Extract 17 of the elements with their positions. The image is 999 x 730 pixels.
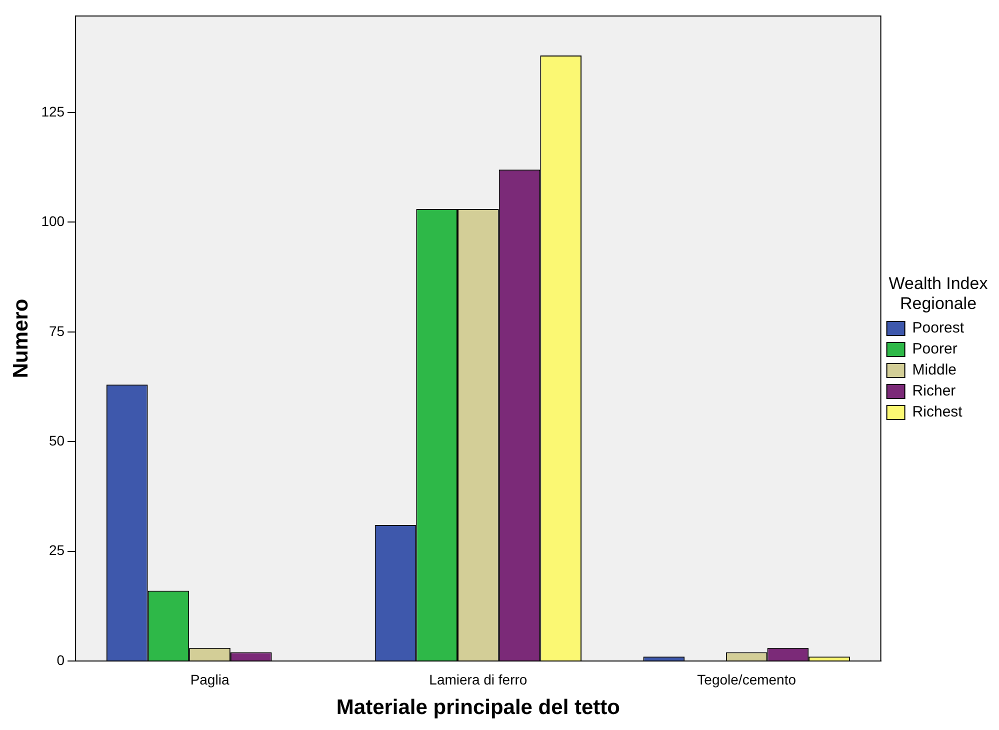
legend-label: Poorer <box>912 340 958 358</box>
y-tick-label: 100 <box>41 213 65 230</box>
legend-title: Wealth Index Regionale <box>888 274 988 314</box>
y-tick-label: 0 <box>56 652 65 668</box>
x-tick-label: Tegole/cemento <box>697 671 796 688</box>
x-tick-label: Paglia <box>190 671 230 688</box>
y-axis-title: Numero <box>9 298 32 378</box>
y-tick-label: 75 <box>48 322 65 339</box>
legend-label: Poorest <box>912 320 965 337</box>
x-axis-title: Materiale principale del tetto <box>336 696 620 720</box>
legend-label: Middle <box>912 362 956 379</box>
y-tick-label: 25 <box>48 542 65 558</box>
legend-label: Richest <box>912 404 964 421</box>
y-tick-label: 125 <box>41 103 65 120</box>
x-tick-label: Lamiera di ferro <box>429 671 528 688</box>
y-tick-label: 50 <box>48 432 65 448</box>
legend-label: Richer <box>912 382 956 400</box>
